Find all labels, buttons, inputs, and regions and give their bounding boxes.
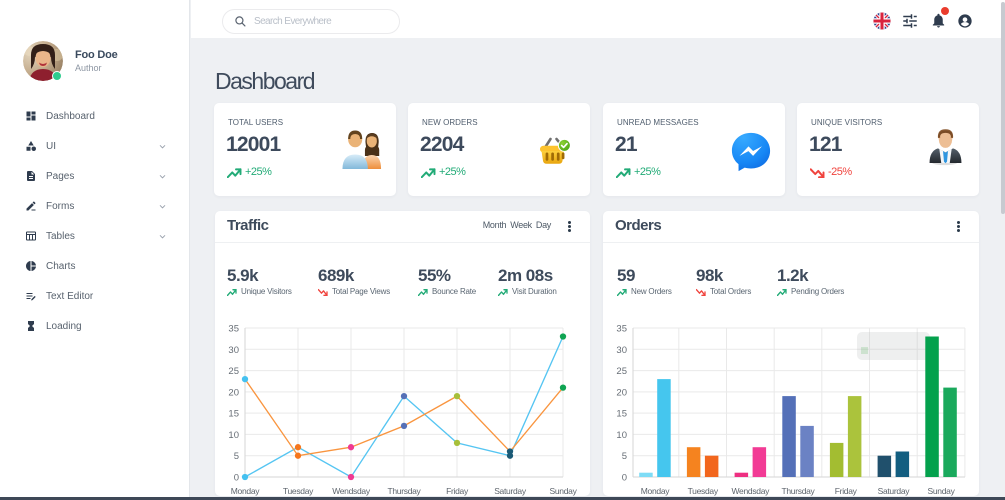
svg-text:Sunday: Sunday [549,486,577,496]
svg-text:Monday: Monday [231,486,260,496]
svg-text:Friday: Friday [835,486,858,496]
svg-text:0: 0 [622,473,627,484]
svg-text:25: 25 [616,366,627,377]
svg-text:35: 35 [228,324,239,335]
svg-text:15: 15 [228,409,239,420]
svg-text:25: 25 [228,366,239,377]
svg-text:20: 20 [228,387,239,398]
svg-text:0: 0 [234,473,239,484]
svg-text:20: 20 [616,387,627,398]
svg-text:Monday: Monday [641,486,670,496]
svg-text:Tuesday: Tuesday [283,486,314,496]
svg-text:Saturday: Saturday [494,486,527,496]
svg-text:30: 30 [228,345,239,356]
svg-text:10: 10 [616,430,627,441]
svg-text:35: 35 [616,324,627,335]
svg-text:Sunday: Sunday [927,486,955,496]
svg-text:Saturday: Saturday [878,486,911,496]
svg-text:30: 30 [616,345,627,356]
svg-text:5: 5 [234,451,239,462]
svg-text:15: 15 [616,409,627,420]
svg-text:Thursday: Thursday [387,486,421,496]
svg-text:Thursday: Thursday [781,486,815,496]
svg-text:10: 10 [228,430,239,441]
svg-text:Wendsday: Wendsday [731,486,770,496]
svg-text:Tuesday: Tuesday [688,486,719,496]
svg-text:5: 5 [622,451,627,462]
svg-text:Friday: Friday [446,486,469,496]
svg-text:Wendsday: Wendsday [332,486,371,496]
